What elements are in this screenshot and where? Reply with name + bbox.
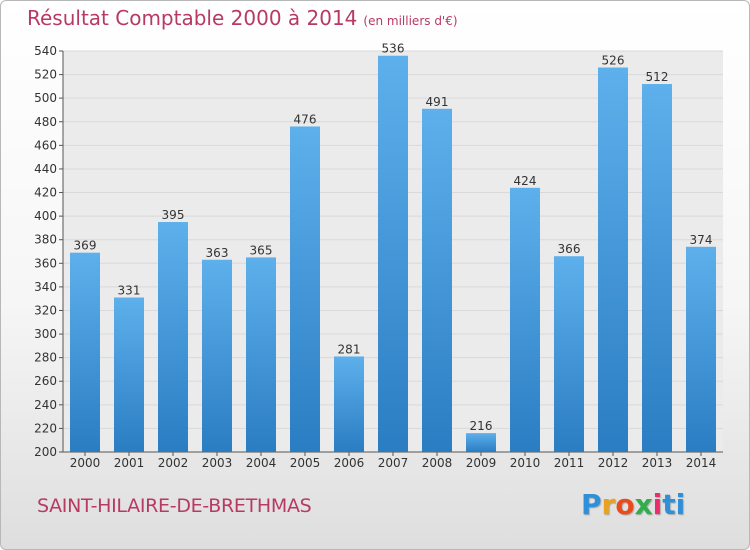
commune-name: SAINT-HILAIRE-DE-BRETHMAS <box>37 495 312 517</box>
chart-unit: (en milliers d'€) <box>363 14 458 28</box>
bar-value-label: 369 <box>74 239 97 253</box>
bar-value-label: 424 <box>514 174 537 188</box>
bar-value-label: 512 <box>646 70 669 84</box>
y-tick-label: 420 <box>34 186 57 200</box>
y-tick-label: 440 <box>34 162 57 176</box>
bar-value-label: 281 <box>338 342 361 356</box>
bar-value-label: 216 <box>470 419 493 433</box>
y-tick-label: 240 <box>34 398 57 412</box>
x-tick-label: 2001 <box>114 456 145 470</box>
y-tick-label: 200 <box>34 445 57 459</box>
y-tick-label: 320 <box>34 303 57 317</box>
bar <box>70 252 100 452</box>
bar <box>334 356 364 452</box>
y-tick-label: 340 <box>34 280 57 294</box>
x-tick-label: 2000 <box>70 456 101 470</box>
y-tick-label: 280 <box>34 351 57 365</box>
chart-title: Résultat Comptable 2000 à 2014 (en millie… <box>27 6 458 30</box>
bar-value-label: 366 <box>558 242 581 256</box>
y-tick-label: 260 <box>34 374 57 388</box>
bar <box>290 126 320 452</box>
x-tick-label: 2002 <box>158 456 189 470</box>
bar-value-label: 365 <box>250 243 273 257</box>
bar <box>378 55 408 452</box>
bar-value-label: 476 <box>294 112 317 126</box>
bar <box>114 297 144 452</box>
chart-title-text: Résultat Comptable 2000 à 2014 <box>27 6 358 30</box>
x-tick-label: 2006 <box>334 456 365 470</box>
x-tick-label: 2008 <box>422 456 453 470</box>
y-tick-label: 460 <box>34 138 57 152</box>
proxiti-logo: Proxiti <box>581 488 686 521</box>
x-tick-label: 2013 <box>642 456 673 470</box>
x-tick-label: 2009 <box>466 456 497 470</box>
x-tick-label: 2005 <box>290 456 321 470</box>
y-tick-label: 380 <box>34 233 57 247</box>
x-tick-label: 2011 <box>554 456 585 470</box>
y-tick-label: 400 <box>34 209 57 223</box>
y-tick-label: 520 <box>34 68 57 82</box>
x-tick-label: 2012 <box>598 456 629 470</box>
bar-value-label: 331 <box>118 283 141 297</box>
bar <box>510 187 540 452</box>
bar-value-label: 536 <box>382 42 405 56</box>
bar <box>158 222 188 452</box>
bar-value-label: 526 <box>602 54 625 68</box>
x-tick-label: 2014 <box>686 456 717 470</box>
bar <box>686 246 716 452</box>
bar <box>598 67 628 452</box>
x-tick-label: 2007 <box>378 456 409 470</box>
bar-value-label: 374 <box>690 233 713 247</box>
x-tick-label: 2010 <box>510 456 541 470</box>
x-tick-label: 2003 <box>202 456 233 470</box>
y-tick-label: 300 <box>34 327 57 341</box>
bar <box>202 259 232 452</box>
bar-value-label: 363 <box>206 246 229 260</box>
bar <box>466 433 496 452</box>
y-tick-label: 540 <box>34 44 57 58</box>
bar <box>422 108 452 453</box>
bar <box>642 84 672 452</box>
y-tick-label: 360 <box>34 256 57 270</box>
y-tick-label: 500 <box>34 91 57 105</box>
y-tick-label: 480 <box>34 115 57 129</box>
bar-value-label: 395 <box>162 208 185 222</box>
x-tick-label: 2004 <box>246 456 277 470</box>
bar-value-label: 491 <box>426 95 449 109</box>
bar <box>246 257 276 452</box>
y-tick-label: 220 <box>34 421 57 435</box>
bar <box>554 256 584 452</box>
